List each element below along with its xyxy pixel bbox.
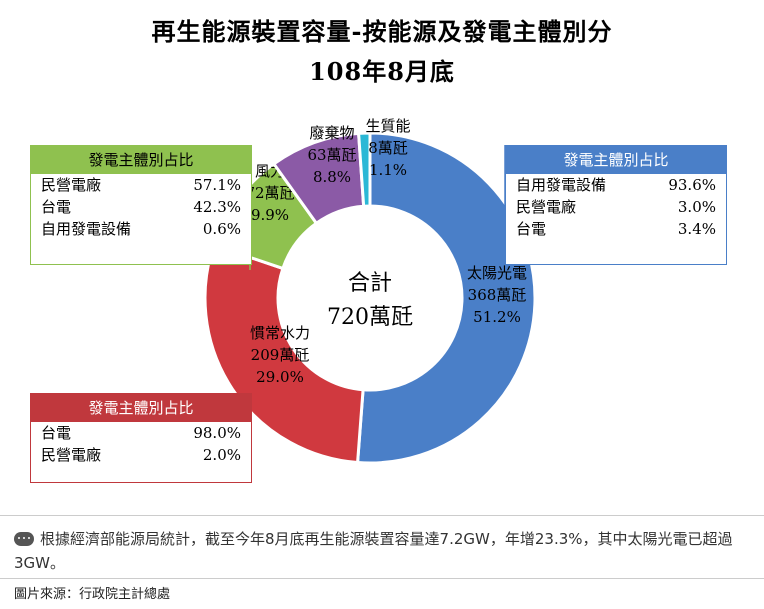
slice-label-value: 63萬瓩 — [307, 146, 356, 164]
image-source: 圖片來源：行政院主計總處 — [14, 587, 171, 602]
breakdown-value: 0.6% — [202, 220, 241, 238]
breakdown-label: 民營電廠 — [41, 446, 102, 464]
breakdown-value: 42.3% — [193, 198, 241, 216]
divider — [0, 515, 764, 516]
chart-subtitle: 108年8月底 — [309, 57, 455, 86]
center-label: 合計 — [348, 271, 392, 296]
breakdown-label: 自用發電設備 — [516, 176, 607, 194]
slice-label-percent: 51.2% — [473, 308, 521, 326]
divider — [0, 578, 764, 579]
breakdown-value: 57.1% — [193, 176, 241, 194]
slice-label-value: 72萬瓩 — [245, 184, 294, 202]
slice-4 — [357, 131, 372, 208]
breakdown-row: 民營電廠 3.0% — [506, 196, 726, 218]
breakdown-row: 台電 42.3% — [31, 196, 251, 218]
breakdown-row: 自用發電設備 0.6% — [31, 218, 251, 240]
slice-label-name: 慣常水力 — [250, 324, 310, 342]
slice-label-name: 廢棄物 — [309, 124, 354, 142]
breakdown-value: 2.0% — [202, 446, 241, 464]
comment-icon — [14, 532, 34, 546]
breakdown-label: 台電 — [41, 424, 72, 442]
chart-title: 再生能源裝置容量-按能源及發電主體別分 — [151, 17, 613, 46]
slice-label-value: 368萬瓩 — [468, 286, 527, 304]
breakdown-row: 民營電廠 2.0% — [31, 444, 251, 466]
caption-text: 根據經濟部能源局統計，截至今年8月底再生能源裝置容量達7.2GW，年增23.3%… — [14, 530, 733, 572]
breakdown-header: 發電主體別占比 — [31, 146, 251, 174]
donut-chart: 太陽光電368萬瓩51.2%慣常水力209萬瓩29.0%風力72萬瓩9.9%廢棄… — [203, 117, 537, 480]
caption: 根據經濟部能源局統計，截至今年8月底再生能源裝置容量達7.2GW，年增23.3%… — [14, 527, 754, 575]
breakdown-label: 自用發電設備 — [41, 220, 132, 238]
breakdown-row: 民營電廠 57.1% — [31, 174, 251, 196]
slice-1 — [203, 243, 365, 465]
slice-label-percent: 1.1% — [369, 161, 407, 179]
breakdown-header: 發電主體別占比 — [31, 394, 251, 422]
slice-label-value: 209萬瓩 — [251, 346, 310, 364]
slice-0 — [355, 131, 537, 465]
slice-label-name: 生質能 — [365, 117, 410, 135]
slice-label-value: 8萬瓩 — [368, 139, 408, 157]
breakdown-box-wind: 發電主體別占比 民營電廠 57.1% 台電 42.3% 自用發電設備 0.6% — [30, 145, 252, 265]
slice-label-percent: 29.0% — [256, 368, 304, 386]
slice-label-percent: 8.8% — [313, 168, 351, 186]
breakdown-box-solar: 發電主體別占比 自用發電設備 93.6% 民營電廠 3.0% 台電 3.4% — [505, 145, 727, 265]
breakdown-box-hydro: 發電主體別占比 台電 98.0% 民營電廠 2.0% — [30, 393, 252, 483]
breakdown-label: 民營電廠 — [516, 198, 577, 216]
slice-label-percent: 9.9% — [251, 206, 289, 224]
breakdown-value: 98.0% — [193, 424, 241, 442]
breakdown-value: 3.0% — [677, 198, 716, 216]
breakdown-row: 台電 98.0% — [31, 422, 251, 444]
breakdown-header: 發電主體別占比 — [506, 146, 726, 174]
breakdown-label: 台電 — [516, 220, 547, 238]
breakdown-value: 93.6% — [668, 176, 716, 194]
breakdown-value: 3.4% — [677, 220, 716, 238]
slice-label-name: 太陽光電 — [467, 264, 527, 282]
breakdown-row: 台電 3.4% — [506, 218, 726, 240]
breakdown-label: 台電 — [41, 198, 72, 216]
breakdown-row: 自用發電設備 93.6% — [506, 174, 726, 196]
center-value: 720萬瓩 — [327, 305, 413, 330]
breakdown-label: 民營電廠 — [41, 176, 102, 194]
